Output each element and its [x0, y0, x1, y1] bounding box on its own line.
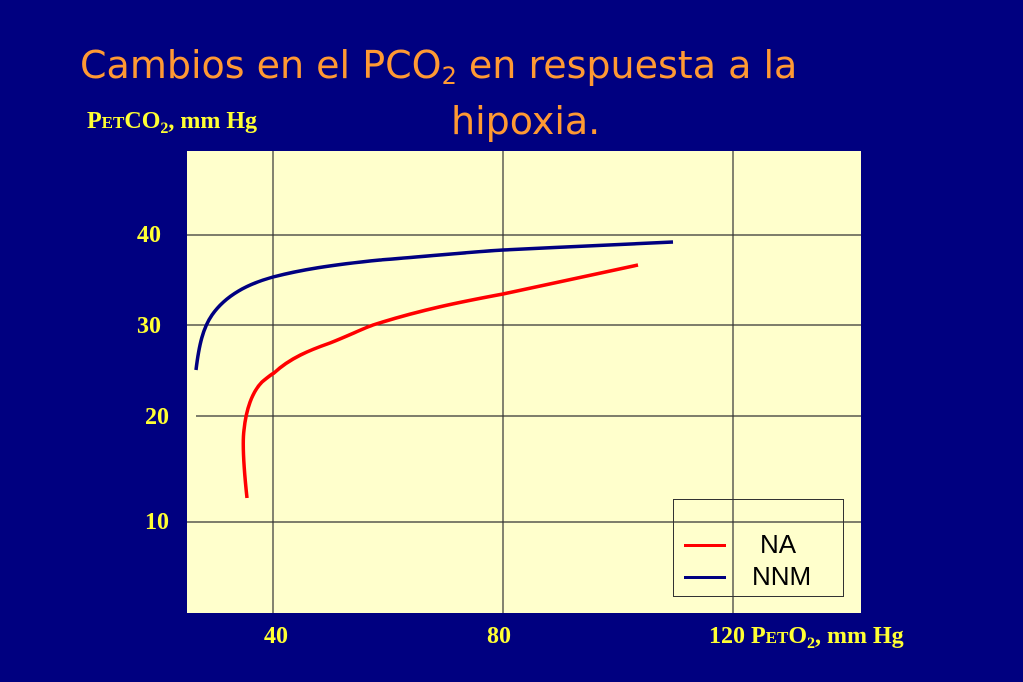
title-text: Cambios en el PCO — [80, 43, 442, 87]
y-tick-10: 10 — [145, 509, 169, 535]
legend-label-nnm: NNM — [752, 561, 812, 591]
legend-item-na: NA — [674, 529, 845, 561]
title-subscript: 2 — [441, 62, 457, 90]
x-tick-80: 80 — [487, 623, 511, 649]
legend: NA NNM — [673, 499, 844, 597]
plot-area — [187, 151, 861, 613]
gridlines — [187, 151, 861, 613]
y-label-units: , mm Hg — [168, 108, 258, 134]
legend-swatch-na — [684, 544, 726, 547]
x-label-units: , mm Hg — [815, 623, 904, 649]
series-nnm-line — [194, 240, 674, 371]
x-axis-label: 120 PETO2, mm Hg — [709, 623, 904, 653]
title-text-cont: en respuesta a la — [456, 43, 798, 87]
series-na-line — [241, 263, 639, 499]
x-label-et: ET — [765, 628, 789, 647]
legend-label-na: NA — [760, 529, 797, 559]
y-label-p: P — [87, 108, 102, 134]
x-tick-40: 40 — [264, 623, 288, 649]
x-tick-120: 120 — [709, 623, 745, 649]
y-tick-30: 30 — [137, 313, 161, 339]
y-tick-20: 20 — [145, 404, 169, 430]
x-label-p: P — [751, 623, 766, 649]
y-label-co: CO — [124, 108, 161, 134]
y-label-sub: 2 — [160, 120, 169, 137]
x-label-o: O — [788, 623, 808, 649]
title-line-1: Cambios en el PCO2 en respuesta a la — [80, 38, 797, 103]
y-label-et: ET — [101, 113, 125, 132]
y-axis-label: PETCO2, mm Hg — [87, 108, 257, 138]
legend-item-nnm: NNM — [674, 561, 845, 593]
legend-swatch-nnm — [684, 576, 726, 579]
x-label-sub: 2 — [807, 635, 816, 652]
title-line-2: hipoxia. — [451, 99, 601, 143]
y-tick-40: 40 — [137, 222, 161, 248]
